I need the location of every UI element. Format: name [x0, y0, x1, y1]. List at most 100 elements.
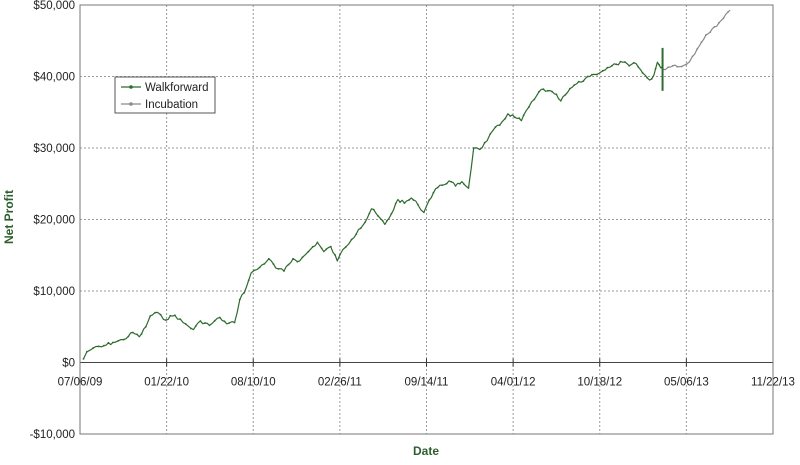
walkforward-point: [247, 279, 250, 282]
legend-incubation-swatch: [121, 102, 141, 106]
walkforward-point: [136, 333, 139, 336]
walkforward-point: [368, 212, 371, 215]
walkforward-point: [408, 199, 410, 201]
legend-walkforward-swatch: [121, 85, 141, 89]
walkforward-point: [92, 347, 94, 350]
walkforward-point: [432, 191, 435, 194]
walkforward-point: [311, 245, 314, 248]
walkforward-point: [194, 325, 197, 327]
walkforward-point: [263, 263, 266, 265]
walkforward-point: [179, 318, 182, 320]
series-lines: [82, 9, 731, 360]
incubation-point: [680, 65, 683, 68]
x-tick-label: 09/14/11: [405, 377, 449, 389]
y-axis-title: Net Profit: [2, 190, 16, 244]
walkforward-point: [154, 311, 157, 314]
incubation-point: [705, 34, 707, 36]
incubation-point: [700, 41, 703, 44]
walkforward-point: [117, 339, 120, 342]
walkforward-point: [509, 115, 512, 117]
walkforward-point: [159, 313, 162, 316]
legend-box: [114, 76, 216, 114]
walkforward-point: [213, 319, 216, 322]
walkforward-point: [329, 245, 332, 248]
walkforward-point: [131, 331, 134, 334]
walkforward-point: [386, 219, 388, 222]
walkforward-point: [307, 250, 310, 253]
walkforward-point: [454, 185, 457, 187]
walkforward-point: [184, 323, 187, 325]
walkforward-point: [646, 76, 649, 79]
walkforward-point: [82, 358, 85, 360]
walkforward-point: [277, 268, 280, 270]
walkforward-point: [296, 260, 299, 263]
walkforward-point: [344, 246, 347, 248]
x-tick-labels: 07/06/09 01/22/10 08/10/10 02/26/11 09/14/11…: [58, 377, 795, 389]
plot-border: [79, 4, 774, 435]
y-tick-label: $10,000: [33, 286, 75, 298]
x-tick-label: 04/01/12: [491, 377, 536, 389]
walkforward-point: [122, 338, 125, 341]
walkforward-point: [390, 212, 393, 215]
walkforward-point: [632, 61, 635, 64]
walkforward-point: [334, 254, 336, 256]
incubation-point: [691, 55, 694, 58]
walkforward-point: [463, 183, 466, 186]
walkforward-point: [199, 320, 202, 322]
walkforward-point: [339, 253, 341, 256]
incubation-point: [727, 11, 729, 13]
incubation-point: [713, 25, 716, 28]
walkforward-point: [546, 89, 549, 92]
walkforward-point: [140, 333, 143, 335]
walkforward-point: [103, 344, 105, 347]
walkforward-point: [641, 72, 644, 74]
walkforward-point: [372, 208, 375, 211]
walkforward-point: [533, 98, 536, 101]
walkforward-point: [514, 116, 516, 119]
walkforward-point: [522, 114, 525, 116]
y-tick-label: $40,000: [33, 72, 75, 84]
walkforward-point: [528, 106, 530, 108]
legend-incubation-label: Incubation: [145, 99, 198, 111]
walkforward-point: [97, 345, 100, 348]
walkforward-point: [596, 73, 598, 76]
walkforward-point: [436, 186, 439, 189]
walkforward-point: [287, 263, 290, 266]
walkforward-point: [615, 63, 618, 66]
walkforward-point: [394, 202, 397, 205]
walkforward-point: [412, 199, 415, 201]
x-axis-title: Date: [413, 444, 439, 458]
incubation-point: [709, 31, 712, 33]
walkforward-point: [403, 202, 406, 205]
walkforward-point: [169, 314, 172, 317]
y-tick-labels: -$10,000 $0 $10,000 $20,000 $30,000 $40,000 $5…: [30, 0, 75, 441]
walkforward-point: [483, 141, 486, 144]
incubation-point: [685, 63, 688, 66]
walkforward-point: [538, 90, 540, 93]
y-tick-label: $0: [62, 358, 75, 370]
walkforward-point: [542, 88, 545, 91]
walkforward-point: [325, 248, 328, 251]
walkforward-point: [555, 93, 558, 96]
walkforward-point: [253, 269, 255, 272]
walkforward-point: [478, 148, 481, 151]
walkforward-point: [208, 324, 211, 327]
walkforward-point: [611, 64, 613, 67]
walkforward-point: [569, 87, 571, 90]
walkforward-point: [658, 63, 660, 66]
walkforward-point: [292, 257, 294, 260]
walkforward-point: [86, 350, 88, 353]
walkforward-point: [559, 99, 562, 102]
walkforward-point: [238, 298, 241, 301]
x-tick-label: 11/22/13: [751, 377, 795, 389]
walkforward-point: [364, 221, 366, 224]
y-tick-label: -$10,000: [30, 429, 75, 441]
walkforward-point: [624, 61, 626, 63]
walkforward-point: [190, 327, 192, 330]
walkforward-point: [320, 247, 323, 250]
walkforward-point: [174, 314, 176, 317]
walkforward-point: [316, 241, 319, 244]
x-tick-label: 05/06/13: [664, 377, 709, 389]
walkforward-point: [258, 266, 261, 269]
